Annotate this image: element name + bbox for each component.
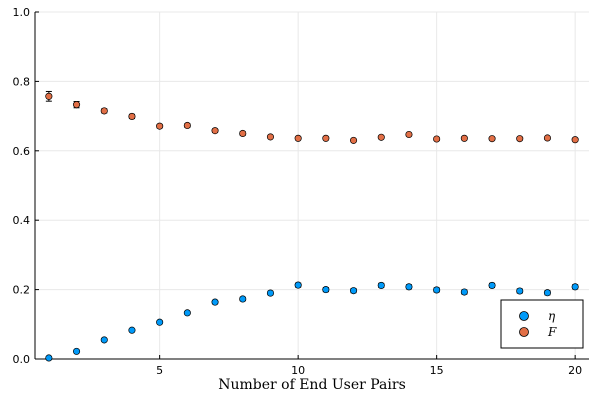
x-tick-label: 5 <box>156 364 163 377</box>
y-tick-label: 1.0 <box>13 6 31 19</box>
legend-label-eta: η <box>548 309 556 323</box>
data-point <box>239 295 247 303</box>
legend: η F <box>500 299 584 349</box>
data-point <box>488 135 496 143</box>
data-point <box>211 298 219 306</box>
data-point <box>294 281 302 289</box>
data-point <box>433 286 441 294</box>
data-point <box>73 101 81 109</box>
data-point <box>294 134 302 142</box>
data-point <box>460 288 468 296</box>
data-point <box>488 281 496 289</box>
data-point <box>349 136 358 144</box>
data-point <box>377 133 385 141</box>
legend-label-f: F <box>547 325 557 339</box>
data-point <box>377 281 385 289</box>
data-point <box>183 121 191 130</box>
series-eta <box>45 281 579 362</box>
data-point <box>516 287 524 295</box>
data-point <box>100 107 108 115</box>
y-tick-label: 0.0 <box>13 353 31 366</box>
legend-box <box>500 299 584 349</box>
axes <box>34 12 589 360</box>
x-axis-label: Number of End User Pairs <box>218 377 406 393</box>
data-point <box>45 354 53 362</box>
data-point <box>516 135 524 143</box>
x-tick-label: 10 <box>291 364 305 377</box>
data-point <box>405 283 413 291</box>
y-tick-label: 0.8 <box>13 75 31 88</box>
data-point <box>73 347 81 355</box>
data-point <box>156 318 164 326</box>
data-point <box>322 286 330 294</box>
data-point <box>349 287 358 295</box>
data-point <box>239 129 247 138</box>
data-point <box>405 130 413 139</box>
x-tick-label: 20 <box>568 364 582 377</box>
data-point <box>322 134 330 142</box>
data-point <box>266 289 275 297</box>
y-tick-label: 0.2 <box>13 284 31 297</box>
data-point <box>266 133 275 141</box>
data-point <box>460 134 468 142</box>
tick-labels: 5 10 15 20 0.0 0.2 0.4 0.6 0.8 1.0 <box>13 6 583 377</box>
data-point <box>183 309 191 317</box>
data-point <box>433 135 441 143</box>
data-point <box>571 136 579 144</box>
y-tick-label: 0.6 <box>13 145 31 158</box>
data-point <box>156 122 164 130</box>
x-tick-label: 15 <box>430 364 444 377</box>
series-f <box>45 90 579 144</box>
data-point <box>128 326 136 334</box>
data-point <box>543 134 552 142</box>
legend-marker-f <box>519 327 529 337</box>
data-series <box>45 90 579 362</box>
data-point <box>100 336 108 344</box>
y-tick-label: 0.4 <box>13 214 31 227</box>
legend-marker-eta <box>519 311 529 321</box>
data-point <box>45 92 53 100</box>
data-point <box>571 283 579 291</box>
data-point <box>211 127 219 135</box>
data-point <box>128 112 136 120</box>
data-point <box>543 289 552 297</box>
